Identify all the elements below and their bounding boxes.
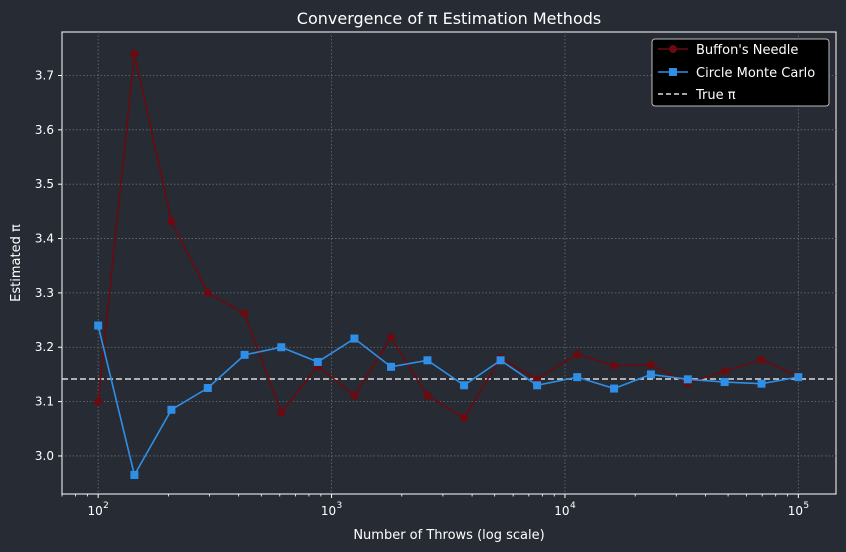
data-point-buffon <box>167 217 176 226</box>
data-point-circle-monte-carlo <box>757 379 766 388</box>
data-point-circle-monte-carlo <box>203 384 212 393</box>
y-tick-label: 3.1 <box>35 395 54 409</box>
data-point-buffon <box>240 309 249 318</box>
data-point-buffon <box>277 408 286 417</box>
series-layer <box>94 49 803 479</box>
series-line-buffon <box>97 53 799 420</box>
data-point-circle-monte-carlo <box>94 321 103 330</box>
y-tick-label: 3.4 <box>35 232 54 246</box>
x-tick-label-base: 10 <box>788 504 803 518</box>
y-axis-label: Estimated π <box>9 224 24 302</box>
legend-label-buffon: Buffon's Needle <box>696 43 798 58</box>
data-point-buffon <box>130 49 139 58</box>
data-point-buffon <box>350 391 359 400</box>
data-point-buffon <box>646 360 655 369</box>
y-tick-label: 3.3 <box>35 286 54 300</box>
data-point-circle-monte-carlo <box>387 362 396 371</box>
data-point-buffon <box>610 361 619 370</box>
legend-marker-circle <box>669 68 677 76</box>
data-point-circle-monte-carlo <box>167 405 176 414</box>
x-tick-label-exponent: 4 <box>570 501 576 511</box>
y-tick-label: 3.2 <box>35 340 54 354</box>
data-point-circle-monte-carlo <box>130 470 139 479</box>
data-point-circle-monte-carlo <box>313 357 322 366</box>
x-tick-label-exponent: 5 <box>803 501 809 511</box>
plot-area <box>61 31 837 495</box>
y-tick-label: 3.7 <box>35 68 54 82</box>
x-tick-label-base: 10 <box>88 504 103 518</box>
legend: Buffon's Needle Circle Monte Carlo True … <box>651 38 830 107</box>
x-tick-label-exponent: 2 <box>103 501 109 511</box>
data-point-buffon <box>573 350 582 359</box>
data-point-buffon <box>757 355 766 364</box>
data-point-buffon <box>203 288 212 297</box>
x-axis-label: Number of Throws (log scale) <box>353 528 544 543</box>
data-point-buffon <box>460 413 469 422</box>
chart-title: Convergence of π Estimation Methods <box>297 9 601 28</box>
data-point-circle-monte-carlo <box>720 378 729 387</box>
data-point-circle-monte-carlo <box>646 370 655 379</box>
data-point-circle-monte-carlo <box>533 381 542 390</box>
data-point-circle-monte-carlo <box>610 384 619 393</box>
data-point-circle-monte-carlo <box>683 375 692 384</box>
data-point-circle-monte-carlo <box>350 334 359 343</box>
data-point-circle-monte-carlo <box>240 350 249 359</box>
x-tick-label-exponent: 3 <box>337 501 343 511</box>
data-point-buffon <box>387 333 396 342</box>
y-tick-label: 3.5 <box>35 177 54 191</box>
x-tick-label-base: 10 <box>321 504 336 518</box>
legend-label-circle: Circle Monte Carlo <box>696 66 815 81</box>
legend-marker-buffon <box>669 45 677 53</box>
data-point-buffon <box>720 367 729 376</box>
x-tick-label-base: 10 <box>554 504 569 518</box>
axes: 3.03.13.23.33.43.53.63.710 2 10 3 10 4 10 5 <box>35 68 809 518</box>
legend-frame <box>651 38 830 107</box>
data-point-circle-monte-carlo <box>573 373 582 382</box>
legend-label-true-pi: True π <box>695 88 736 103</box>
series-line-circle-monte-carlo <box>97 325 799 478</box>
data-point-circle-monte-carlo <box>423 356 432 365</box>
data-point-circle-monte-carlo <box>794 373 803 382</box>
data-point-circle-monte-carlo <box>496 356 505 365</box>
data-point-circle-monte-carlo <box>277 343 286 352</box>
data-point-buffon <box>423 391 432 400</box>
y-tick-label: 3.0 <box>35 449 54 463</box>
data-point-buffon <box>94 397 103 406</box>
y-tick-label: 3.6 <box>35 123 54 137</box>
data-point-circle-monte-carlo <box>460 381 469 390</box>
